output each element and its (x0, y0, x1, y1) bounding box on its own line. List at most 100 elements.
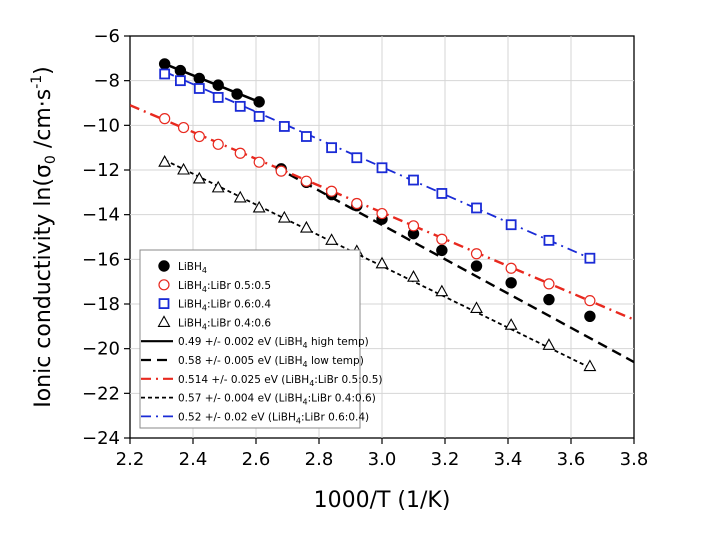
legend-marker-4 (157, 315, 171, 327)
legend-fit-4-text: 0.57 +/- 0.004 eV (LiBH (178, 393, 303, 405)
y-tick-label: −12 (82, 160, 120, 181)
data-point (252, 200, 266, 213)
fit-line-4 (164, 159, 591, 369)
x-tick-label: 3.6 (557, 449, 586, 470)
legend-fit-3-subscript: 4 (309, 379, 314, 388)
data-point (584, 310, 596, 322)
data-point (543, 293, 555, 306)
legend-series-2-text-rest: :LiBr 0.5:0.5 (207, 280, 271, 292)
data-point (231, 88, 243, 100)
data-point (212, 92, 224, 103)
x-axis-title: 1000/T (1/K) (314, 488, 451, 513)
legend-fit-1-text: 0.49 +/- 0.002 eV (LiBH (178, 336, 303, 348)
data-point (407, 220, 420, 232)
legend-label-fit-2: 0.58 +/- 0.005 eV (LiBH4 low temp) (178, 355, 364, 369)
data-point (174, 75, 186, 87)
data-point (300, 131, 312, 142)
axes: 2.2 2.4 2.6 2.8 3.0 3.2 3.4 3.6 3.8 −24 −22 −20 −18 −… (82, 26, 648, 470)
data-point (470, 260, 483, 272)
legend-series-3-text-rest: :LiBr 0.6:0.4 (207, 299, 271, 311)
data-point (193, 130, 205, 143)
data-point (277, 210, 291, 223)
data-point (505, 277, 517, 289)
y-axis-title: Ionic conductivity ln(σ0 /cm·s-1) (29, 66, 59, 408)
y-tick-label: −16 (82, 249, 120, 270)
legend-fit-5-text-rest: :LiBr 0.6:0.4) (301, 411, 369, 423)
legend-label-series-3: LiBH4:LiBr 0.6:0.4 (178, 299, 271, 313)
y-tick-label: −6 (93, 26, 120, 47)
x-tick-label: 3.4 (494, 449, 523, 470)
data-point (177, 162, 190, 175)
data-point (234, 147, 246, 159)
legend-fit-2-subscript: 4 (303, 360, 308, 369)
x-tick-label: 2.8 (305, 449, 334, 470)
data-point (159, 113, 171, 125)
legend-fit-1-subscript: 4 (303, 341, 308, 350)
data-point (212, 79, 224, 91)
legend-fit-1-text-rest: high temp) (308, 336, 369, 348)
legend-label-series-2: LiBH4:LiBr 0.5:0.5 (178, 280, 271, 294)
legend-series-1-text: LiBH (178, 261, 202, 273)
y-tick-label: −24 (82, 428, 120, 449)
legend-label-fit-4: 0.57 +/- 0.004 eV (LiBH4:LiBr 0.4:0.6) (178, 393, 376, 407)
data-point (233, 190, 247, 203)
data-point (505, 219, 517, 231)
data-point (435, 284, 449, 297)
data-point (275, 165, 287, 177)
data-point (376, 162, 388, 174)
y-tick-label: −10 (82, 115, 120, 136)
legend-fit-2-text: 0.58 +/- 0.005 eV (LiBH (178, 355, 303, 367)
y-tick-label: −20 (82, 339, 120, 360)
data-point (504, 318, 518, 330)
data-point (234, 100, 246, 112)
data-point (193, 83, 205, 94)
legend-series-2-subscript: 4 (202, 285, 207, 294)
data-point (407, 270, 420, 282)
data-point (375, 256, 389, 269)
series-2 (159, 113, 596, 307)
data-point (351, 152, 363, 164)
data-point (193, 72, 206, 85)
data-point (300, 175, 312, 187)
y-tick-label: −22 (82, 383, 120, 404)
data-point (253, 111, 265, 122)
legend-fit-3-text-rest: :LiBr 0.5:0.5) (314, 374, 382, 386)
data-point (505, 262, 517, 274)
series-3 (159, 68, 596, 264)
data-point (177, 121, 190, 134)
legend-series-4-text-rest: :LiBr 0.4:0.6 (207, 317, 271, 329)
legend-series-3-text: LiBH (178, 299, 202, 311)
legend-marker-2 (158, 279, 170, 291)
y-axis-title-unit: /cm·s (31, 89, 56, 155)
data-point (326, 142, 338, 154)
x-tick-label: 2.6 (242, 449, 271, 470)
data-point (583, 359, 597, 372)
data-point (543, 234, 555, 246)
data-point (325, 233, 339, 245)
data-point (211, 180, 225, 193)
legend-series-1-subscript: 4 (202, 266, 207, 275)
data-point (584, 295, 596, 307)
y-tick-label: −8 (93, 71, 120, 92)
legend-label-fit-3: 0.514 +/- 0.025 eV (LiBH4:LiBr 0.5:0.5) (178, 374, 383, 388)
legend-fit-3-text: 0.514 +/- 0.025 eV (LiBH (178, 374, 309, 386)
legend-fit-2-text-rest: low temp) (308, 355, 364, 367)
data-point (542, 338, 556, 350)
data-point (436, 188, 448, 199)
legend-series-4-subscript: 4 (202, 322, 207, 331)
data-point (299, 220, 313, 233)
data-point (326, 185, 338, 197)
y-axis-title-main: Ionic conductivity ln(σ (31, 164, 56, 408)
legend-fit-4-text-rest: :LiBr 0.4:0.6) (308, 393, 376, 405)
data-point (278, 121, 290, 132)
data-points (158, 58, 597, 372)
legend-series-2-text: LiBH (178, 280, 202, 292)
data-point (436, 233, 448, 245)
legend-label-fit-1: 0.49 +/- 0.002 eV (LiBH4 high temp) (178, 336, 369, 350)
data-point (174, 64, 187, 77)
data-point (192, 171, 206, 184)
